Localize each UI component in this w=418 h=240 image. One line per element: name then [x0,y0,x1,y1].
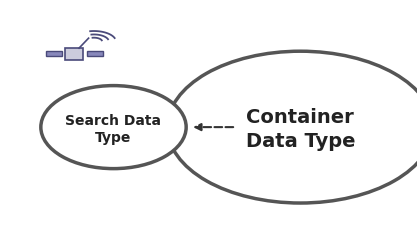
Text: Container: Container [247,108,354,127]
FancyBboxPatch shape [46,51,62,56]
Text: Data Type: Data Type [246,132,355,151]
Circle shape [41,86,186,169]
Text: Type: Type [95,131,132,145]
FancyBboxPatch shape [65,48,83,60]
Circle shape [168,51,418,203]
Text: Search Data: Search Data [66,114,161,128]
FancyBboxPatch shape [87,51,103,56]
FancyArrowPatch shape [196,124,233,130]
